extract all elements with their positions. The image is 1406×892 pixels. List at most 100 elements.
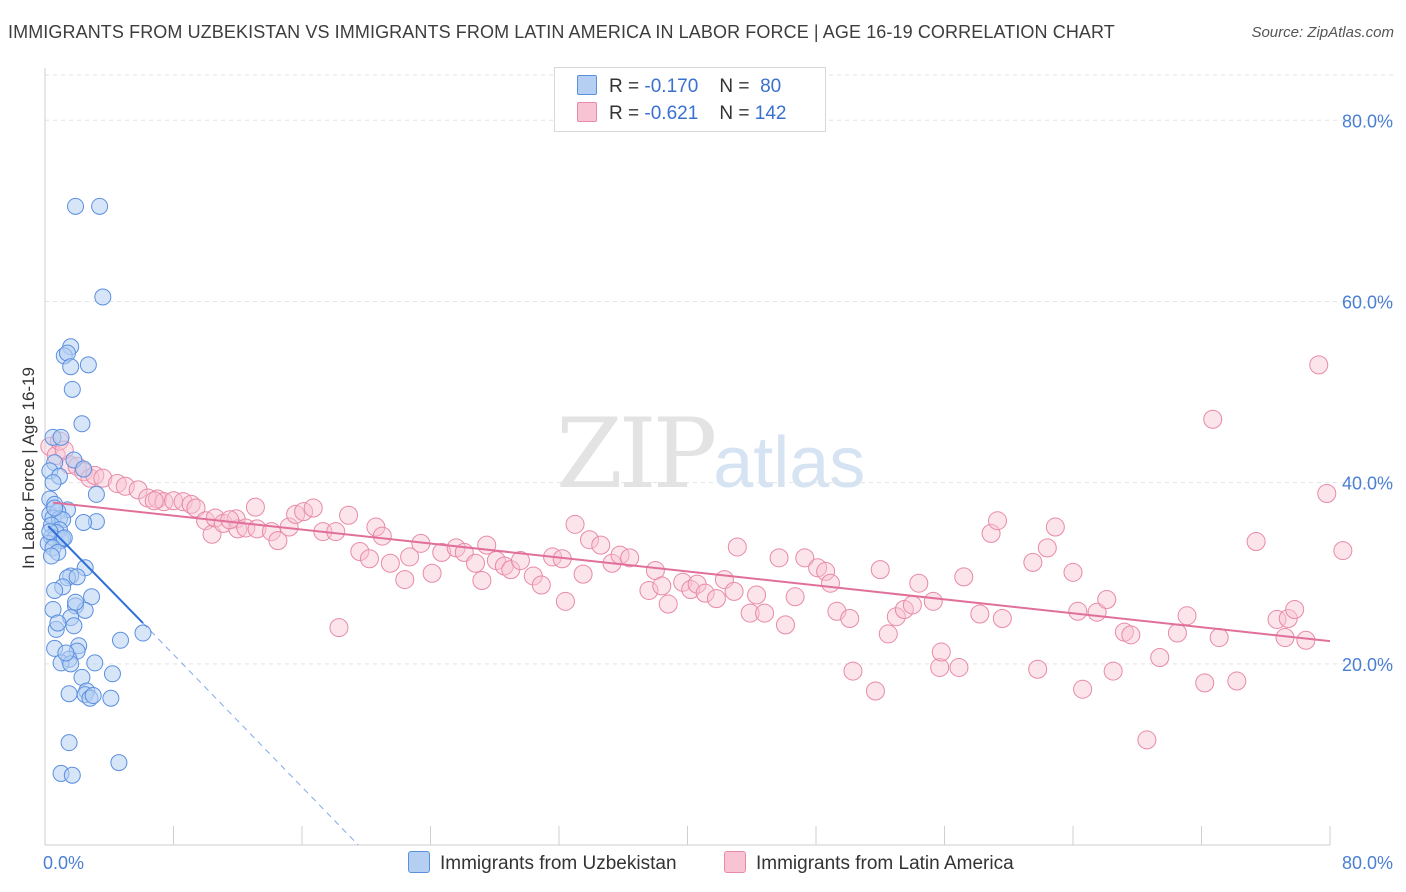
latin-america-point bbox=[1150, 647, 1170, 667]
latin-america-point bbox=[1037, 538, 1057, 558]
latin-america-point bbox=[294, 502, 314, 522]
latin-america-point bbox=[1227, 671, 1247, 691]
latin-america-point bbox=[706, 589, 726, 609]
latin-america-trend-line bbox=[52, 501, 1331, 643]
latin-america-point bbox=[268, 531, 288, 551]
latin-america-point bbox=[432, 542, 452, 562]
watermark-zip: ZIP bbox=[556, 398, 717, 510]
latin-america-point bbox=[303, 498, 323, 518]
legend-r-label: R = bbox=[609, 103, 640, 124]
latin-america-point bbox=[555, 591, 575, 611]
legend-n-label: N = bbox=[719, 76, 750, 97]
latin-america-point bbox=[755, 603, 775, 623]
trend-lines bbox=[47, 501, 1331, 846]
uzbekistan-point bbox=[52, 428, 70, 446]
uzbekistan-point bbox=[91, 197, 109, 215]
latin-america-point bbox=[1121, 625, 1141, 645]
y-tick-label: 80.0% bbox=[1342, 111, 1393, 131]
uzbekistan-point bbox=[57, 644, 75, 662]
latin-america-point bbox=[1137, 730, 1157, 750]
x-tick-label: 0.0% bbox=[43, 853, 84, 873]
latin-america-point bbox=[1246, 532, 1266, 552]
latin-america-point bbox=[1103, 661, 1123, 681]
latin-america-point bbox=[573, 564, 593, 584]
uzbekistan-point bbox=[75, 460, 93, 478]
latin-america-point bbox=[580, 530, 600, 550]
latin-america-point bbox=[1296, 630, 1316, 650]
latin-america-point bbox=[144, 491, 164, 511]
latin-america-point bbox=[988, 511, 1008, 531]
latin-america-point bbox=[465, 553, 485, 573]
latin-america-point bbox=[472, 570, 492, 590]
watermark: ZIPatlas bbox=[556, 398, 865, 510]
latin-america-point bbox=[1028, 659, 1048, 679]
latin-america-point bbox=[1073, 679, 1093, 699]
latin-america-point bbox=[673, 572, 693, 592]
latin-america-point bbox=[245, 497, 265, 517]
latin-america-point bbox=[350, 541, 370, 561]
latin-america-point bbox=[591, 535, 611, 555]
uzbekistan-trend-extension bbox=[142, 622, 359, 846]
y-tick-label: 60.0% bbox=[1342, 292, 1393, 312]
legend-n-value-latin-america: 142 bbox=[754, 103, 787, 124]
legend-swatch-latin-america bbox=[577, 102, 597, 122]
legend-row-latin-america: R = -0.621 N = 142 bbox=[577, 102, 786, 128]
latin-america-point bbox=[477, 535, 497, 555]
uzbekistan-point bbox=[63, 766, 81, 784]
latin-america-point bbox=[339, 505, 359, 525]
latin-america-point bbox=[329, 618, 349, 638]
axes bbox=[44, 68, 1331, 846]
uzbekistan-point bbox=[42, 547, 60, 565]
latin-america-point bbox=[128, 480, 148, 500]
latin-america-point bbox=[380, 553, 400, 573]
bottom-legend-label-latin-america: Immigrants from Latin America bbox=[756, 853, 1014, 874]
latin-america-point bbox=[954, 567, 974, 587]
latin-america-point bbox=[865, 681, 885, 701]
chart-title: IMMIGRANTS FROM UZBEKISTAN VS IMMIGRANTS… bbox=[8, 22, 1115, 42]
latin-america-point bbox=[870, 560, 890, 580]
latin-america-point bbox=[1309, 355, 1329, 375]
legend-r-value-latin-america: -0.621 bbox=[644, 103, 699, 124]
latin-america-point bbox=[531, 575, 551, 595]
latin-america-point bbox=[878, 624, 898, 644]
uzbekistan-point bbox=[44, 474, 62, 492]
latin-america-point bbox=[1177, 606, 1197, 626]
bottom-legend-latin-america: Immigrants from Latin America bbox=[724, 851, 1014, 877]
x-tick-label: 80.0% bbox=[1342, 853, 1393, 873]
latin-america-point bbox=[681, 580, 701, 600]
latin-america-point bbox=[213, 513, 233, 533]
y-axis-label: In Labor Force | Age 16-19 bbox=[19, 367, 38, 569]
latin-america-point bbox=[923, 591, 943, 611]
latin-america-point bbox=[186, 498, 206, 518]
uzbekistan-point bbox=[49, 614, 67, 632]
latin-america-point bbox=[1209, 628, 1229, 648]
tick-labels: 80.0% 60.0% 40.0% 20.0% 0.0% 80.0% bbox=[43, 111, 1393, 873]
latin-america-point bbox=[1097, 590, 1117, 610]
latin-america-point bbox=[93, 468, 113, 488]
uzbekistan-point bbox=[55, 529, 73, 547]
latin-america-point bbox=[1063, 562, 1083, 582]
latin-america-point bbox=[286, 504, 306, 524]
latin-america-point bbox=[154, 492, 174, 512]
latin-america-point bbox=[840, 609, 860, 629]
uzbekistan-point bbox=[111, 631, 129, 649]
y-tick-label: 20.0% bbox=[1342, 655, 1393, 675]
uzbekistan-point bbox=[63, 380, 81, 398]
uzbekistan-point bbox=[84, 687, 102, 705]
latin-america-point bbox=[795, 548, 815, 568]
latin-america-point bbox=[724, 581, 744, 601]
uzbekistan-point bbox=[87, 485, 105, 503]
correlation-legend: R = -0.170 N = 80 R = -0.621 N = 142 bbox=[554, 67, 826, 132]
series-uzbekistan bbox=[39, 197, 152, 784]
latin-america-point bbox=[816, 561, 836, 581]
latin-america-point bbox=[981, 523, 1001, 543]
latin-america-point bbox=[326, 522, 346, 542]
uzbekistan-point bbox=[60, 734, 78, 752]
latin-america-point bbox=[727, 537, 747, 557]
latin-america-point bbox=[620, 548, 640, 568]
y-tick-label: 40.0% bbox=[1342, 474, 1393, 494]
latin-america-point bbox=[695, 583, 715, 603]
latin-america-point bbox=[565, 514, 585, 534]
latin-america-point bbox=[1333, 541, 1353, 561]
